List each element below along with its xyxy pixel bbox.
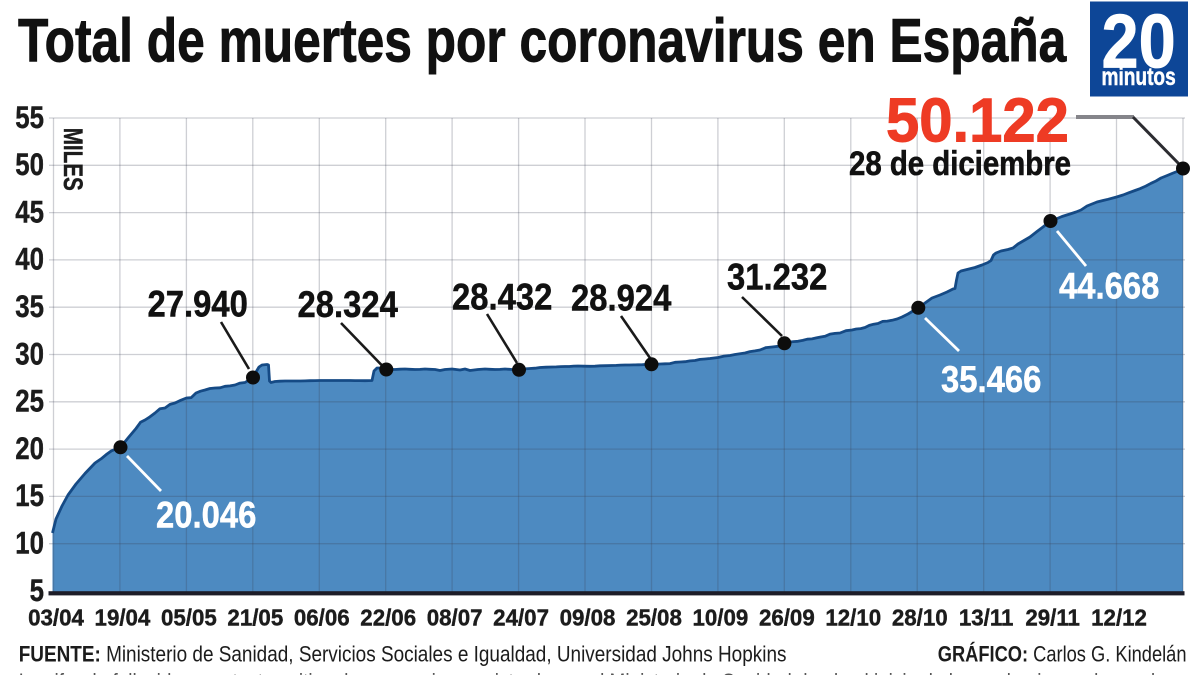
svg-text:28.924: 28.924 xyxy=(571,278,672,320)
svg-text:35.466: 35.466 xyxy=(941,359,1041,401)
svg-text:28.324: 28.324 xyxy=(298,284,399,326)
svg-text:03/04: 03/04 xyxy=(28,604,84,630)
svg-text:21/05: 21/05 xyxy=(227,604,283,630)
svg-text:26/09: 26/09 xyxy=(759,604,815,630)
svg-text:08/07: 08/07 xyxy=(427,604,483,630)
svg-text:La cifra de fallecidos con tes: La cifra de fallecidos con test positivo… xyxy=(19,670,1200,675)
svg-text:09/08: 09/08 xyxy=(560,604,616,630)
svg-text:30: 30 xyxy=(15,337,44,372)
svg-text:55: 55 xyxy=(15,100,44,135)
svg-text:20.046: 20.046 xyxy=(156,495,256,537)
svg-text:MILES: MILES xyxy=(57,128,87,191)
svg-text:06/06: 06/06 xyxy=(294,604,350,630)
svg-text:44.668: 44.668 xyxy=(1059,266,1159,308)
svg-text:20: 20 xyxy=(1101,0,1175,85)
svg-text:13/11: 13/11 xyxy=(959,604,1014,630)
svg-text:28/10: 28/10 xyxy=(892,604,948,630)
svg-text:10: 10 xyxy=(15,526,44,561)
svg-text:25/08: 25/08 xyxy=(626,604,682,630)
svg-text:05/05: 05/05 xyxy=(161,604,217,630)
svg-text:50.122: 50.122 xyxy=(886,85,1069,154)
svg-text:27.940: 27.940 xyxy=(148,284,248,326)
svg-text:minutos: minutos xyxy=(1101,62,1175,90)
svg-text:28.432: 28.432 xyxy=(452,277,552,319)
svg-text:25: 25 xyxy=(15,384,44,419)
svg-text:45: 45 xyxy=(15,195,44,230)
svg-text:GRÁFICO: Carlos G. Kindelán: GRÁFICO: Carlos G. Kindelán xyxy=(938,642,1187,667)
svg-text:28 de diciembre: 28 de diciembre xyxy=(849,144,1071,183)
svg-text:31.232: 31.232 xyxy=(727,257,827,299)
svg-text:22/06: 22/06 xyxy=(360,604,416,630)
svg-text:35: 35 xyxy=(15,290,44,325)
svg-text:40: 40 xyxy=(15,242,44,277)
svg-text:Total de muertes por coronavir: Total de muertes por coronavirus en Espa… xyxy=(18,6,1067,74)
svg-text:50: 50 xyxy=(15,148,44,183)
svg-text:12/12: 12/12 xyxy=(1091,604,1147,630)
svg-text:FUENTE: Ministerio de Sanidad,: FUENTE: Ministerio de Sanidad, Servicios… xyxy=(19,642,787,667)
svg-text:19/04: 19/04 xyxy=(95,604,151,630)
svg-text:24/07: 24/07 xyxy=(493,604,549,630)
svg-text:12/10: 12/10 xyxy=(825,604,881,630)
svg-text:10/09: 10/09 xyxy=(692,604,748,630)
svg-text:15: 15 xyxy=(15,479,44,514)
svg-text:20: 20 xyxy=(15,432,44,467)
svg-text:5: 5 xyxy=(30,573,44,608)
svg-text:29/11: 29/11 xyxy=(1025,604,1080,630)
